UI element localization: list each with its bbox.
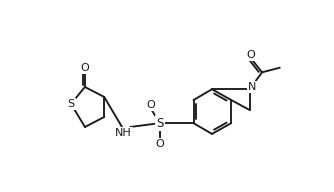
Text: O: O [80, 63, 89, 73]
Text: S: S [156, 117, 163, 130]
Text: S: S [67, 99, 74, 109]
Text: O: O [146, 100, 155, 110]
Text: NH: NH [115, 128, 132, 138]
Text: N: N [248, 82, 256, 92]
Text: O: O [155, 139, 164, 149]
Text: O: O [246, 50, 255, 60]
